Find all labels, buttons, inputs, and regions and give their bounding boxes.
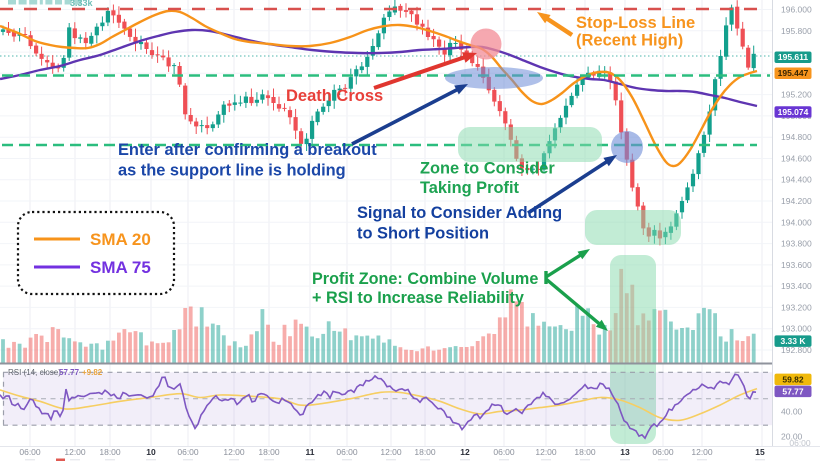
svg-text:3.33 K: 3.33 K xyxy=(780,336,806,346)
svg-text:+ RSI to Increase Reliability: + RSI to Increase Reliability xyxy=(312,289,524,307)
svg-text:195.447: 195.447 xyxy=(778,68,809,78)
svg-text:57.77: 57.77 xyxy=(782,386,804,396)
svg-text:Stop-Loss Line: Stop-Loss Line xyxy=(576,14,695,32)
svg-text:194.800: 194.800 xyxy=(781,132,812,142)
svg-text:194.600: 194.600 xyxy=(781,154,812,164)
svg-text:12:00: 12:00 xyxy=(535,447,557,457)
svg-text:12: 12 xyxy=(460,447,470,457)
svg-text:13: 13 xyxy=(620,447,630,457)
svg-text:06:00: 06:00 xyxy=(652,447,674,457)
svg-text:195.800: 195.800 xyxy=(781,26,812,36)
svg-text:12:00: 12:00 xyxy=(223,447,245,457)
svg-text:18:00: 18:00 xyxy=(414,447,436,457)
svg-text:193.800: 193.800 xyxy=(781,239,812,249)
svg-text:15: 15 xyxy=(755,447,765,457)
svg-text:59.82: 59.82 xyxy=(782,374,804,384)
svg-text:3.33k: 3.33k xyxy=(70,0,94,8)
svg-text:18:00: 18:00 xyxy=(258,447,280,457)
svg-text:Signal to Consider Adding: Signal to Consider Adding xyxy=(357,204,562,222)
svg-text:195.074: 195.074 xyxy=(778,107,809,117)
svg-text:18:00: 18:00 xyxy=(99,447,121,457)
svg-text:SMA 75: SMA 75 xyxy=(90,258,151,277)
svg-text:12:00: 12:00 xyxy=(64,447,86,457)
svg-text:193.200: 193.200 xyxy=(781,302,812,312)
svg-text:57.77: 57.77 xyxy=(59,368,80,377)
svg-text:Enter after confirming a break: Enter after confirming a breakout xyxy=(118,141,377,159)
svg-text:193.000: 193.000 xyxy=(781,324,812,334)
svg-text:195.200: 195.200 xyxy=(781,90,812,100)
svg-text:Zone to Consider: Zone to Consider xyxy=(420,160,555,178)
svg-text:06:00: 06:00 xyxy=(19,447,41,457)
svg-text:12:00: 12:00 xyxy=(691,447,713,457)
svg-text:196.000: 196.000 xyxy=(781,5,812,15)
svg-text:195.611: 195.611 xyxy=(778,52,809,62)
svg-text:06:00: 06:00 xyxy=(789,438,811,448)
svg-text:194.200: 194.200 xyxy=(781,196,812,206)
svg-text:10: 10 xyxy=(146,447,156,457)
svg-text:(Recent High): (Recent High) xyxy=(576,32,683,50)
svg-text:RSI (14, close): RSI (14, close) xyxy=(8,368,61,377)
svg-text:as the support line is holding: as the support line is holding xyxy=(118,162,346,180)
svg-text:193.600: 193.600 xyxy=(781,260,812,270)
svg-text:06:00: 06:00 xyxy=(177,447,199,457)
svg-text:Death Cross: Death Cross xyxy=(286,87,383,105)
svg-text:12:00: 12:00 xyxy=(380,447,402,457)
svg-text:194.000: 194.000 xyxy=(781,217,812,227)
svg-text:194.400: 194.400 xyxy=(781,175,812,185)
svg-text:SMA 20: SMA 20 xyxy=(90,230,151,249)
svg-text:193.400: 193.400 xyxy=(781,281,812,291)
svg-text:192.800: 192.800 xyxy=(781,345,812,355)
svg-text:40.00: 40.00 xyxy=(781,406,803,416)
svg-text:06:00: 06:00 xyxy=(336,447,358,457)
svg-text:18:00: 18:00 xyxy=(574,447,596,457)
svg-text:Taking Profit: Taking Profit xyxy=(420,179,519,197)
svg-text:20.00: 20.00 xyxy=(781,432,803,442)
svg-text:to Short Position: to Short Position xyxy=(357,225,489,243)
svg-text:Profit Zone: Combine Volume: Profit Zone: Combine Volume xyxy=(312,270,538,288)
svg-text:+9.82: +9.82 xyxy=(82,368,103,377)
svg-text:06:00: 06:00 xyxy=(493,447,515,457)
svg-text:11: 11 xyxy=(306,447,315,457)
